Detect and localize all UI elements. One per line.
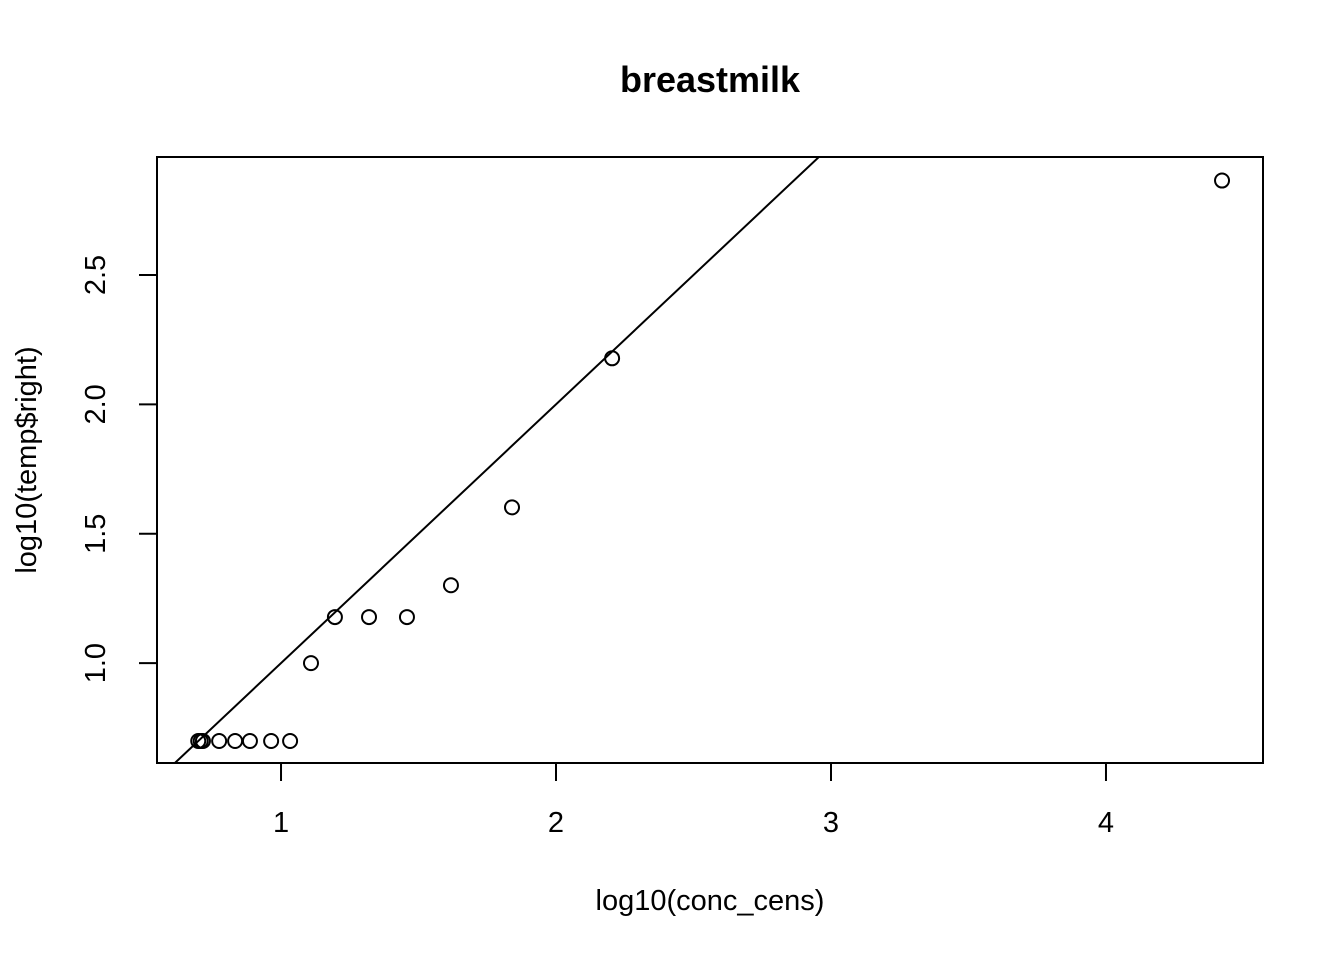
x-tick-label: 2 — [548, 807, 564, 839]
point — [326, 609, 343, 626]
x-axis-label: log10(conc_cens) — [596, 885, 825, 917]
point — [211, 733, 228, 750]
point — [1214, 172, 1231, 189]
y-tick-label: 2.5 — [80, 255, 112, 295]
y-axis-label: log10(temp$right) — [11, 346, 43, 573]
point — [398, 609, 415, 626]
y-tick-label: 2.0 — [80, 384, 112, 424]
point — [442, 577, 459, 594]
point — [604, 350, 621, 367]
plot-frame — [156, 156, 1264, 764]
point — [194, 733, 211, 750]
point — [241, 733, 258, 750]
point — [361, 609, 378, 626]
point — [504, 499, 521, 516]
x-tick-label: 4 — [1098, 807, 1114, 839]
x-tick-label: 1 — [273, 807, 289, 839]
chart-title: breastmilk — [620, 59, 801, 100]
x-tick-label: 3 — [823, 807, 839, 839]
reference-line — [173, 157, 821, 763]
point — [302, 655, 319, 672]
y-tick-label: 1.0 — [80, 643, 112, 683]
point — [263, 733, 280, 750]
y-tick-label: 1.5 — [80, 514, 112, 554]
point — [282, 733, 299, 750]
